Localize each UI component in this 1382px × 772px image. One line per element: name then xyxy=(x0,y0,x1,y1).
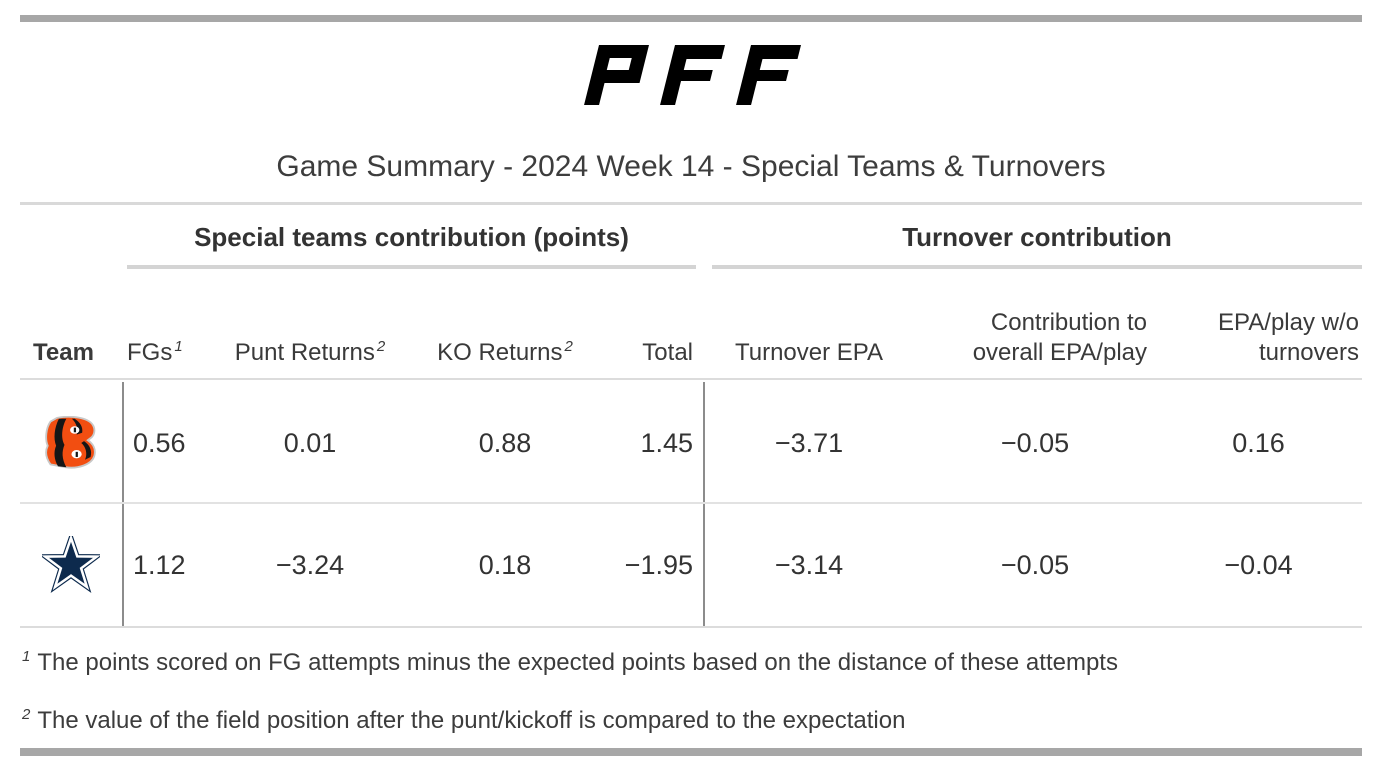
column-header-row: Team FGs 1 Punt Returns 2 KO Returns 2 Tota… xyxy=(20,285,1362,378)
cell-epa-wo-turnovers: 0.16 xyxy=(1232,427,1285,458)
vertical-divider-team xyxy=(122,382,124,626)
pff-logo xyxy=(0,42,1382,108)
col-header-punt-returns: Punt Returns 2 xyxy=(234,338,386,366)
cell-ko-returns: 0.18 xyxy=(478,549,532,580)
cell-fgs: 1.12 xyxy=(133,549,186,580)
footnote-marker-1: 1 xyxy=(174,338,183,355)
col-header-contribution-overall: Contribution to overall EPA/play xyxy=(972,309,1147,366)
team-cell-cowboys xyxy=(20,536,122,594)
spanner-underline-special-teams xyxy=(127,265,696,269)
table-bottom-rule xyxy=(20,626,1362,628)
team-cell-bengals xyxy=(20,416,122,470)
page-title: Game Summary - 2024 Week 14 - Special Te… xyxy=(276,150,1106,183)
footnote-marker-2: 2 xyxy=(564,338,573,355)
col-header-ko-returns: KO Returns 2 xyxy=(437,338,573,366)
cell-turnover-epa: −3.71 xyxy=(774,427,844,458)
cell-punt-returns: −3.24 xyxy=(275,549,345,580)
bengals-logo-icon xyxy=(45,416,96,469)
col-header-epa-wo-turnovers: EPA/play w/o turnovers xyxy=(1218,309,1359,366)
cell-epa-wo-turnovers: −0.04 xyxy=(1224,549,1293,580)
cowboys-logo-icon xyxy=(42,536,100,594)
top-divider-bar xyxy=(20,15,1362,22)
col-header-turnover-epa: Turnover EPA xyxy=(734,339,884,366)
col-header-fgs: FGs 1 xyxy=(127,338,183,366)
col-header-total: Total xyxy=(642,339,693,366)
cell-total: 1.45 xyxy=(640,427,693,458)
table-row-cowboys: 1.12 −3.24 0.18 −1.95 −3.14 −0.05 −0.04 xyxy=(20,504,1362,626)
footnote-marker-2: 2 xyxy=(376,338,386,355)
footnote-1: 1 The points scored on FG attempts minus … xyxy=(22,648,1118,676)
footnote-2: 2 The value of the field position after t… xyxy=(22,706,906,734)
vertical-divider-groups xyxy=(703,382,705,626)
cell-ko-returns: 0.88 xyxy=(478,427,532,458)
header-bottom-rule xyxy=(20,378,1362,380)
cell-fgs: 0.56 xyxy=(133,427,186,458)
cell-punt-returns: 0.01 xyxy=(283,427,337,458)
cell-contribution-overall: −0.05 xyxy=(1000,427,1070,458)
cell-turnover-epa: −3.14 xyxy=(774,549,844,580)
bottom-divider-bar xyxy=(20,748,1362,756)
spanner-underline-turnover xyxy=(712,265,1362,269)
table-row-bengals: 0.56 0.01 0.88 1.45 −3.71 −0.05 0.16 xyxy=(20,382,1362,504)
cell-total: −1.95 xyxy=(624,549,693,580)
cell-contribution-overall: −0.05 xyxy=(1000,549,1070,580)
spanner-special-teams: Special teams contribution (points) xyxy=(194,222,629,252)
pff-logo-icon xyxy=(584,45,801,105)
row-separator xyxy=(20,502,1362,504)
title-rule xyxy=(20,202,1362,205)
col-header-team: Team xyxy=(33,339,94,366)
spanner-turnover: Turnover contribution xyxy=(902,222,1172,252)
table-body: 0.56 0.01 0.88 1.45 −3.71 −0.05 0.16 1.1… xyxy=(20,380,1362,628)
